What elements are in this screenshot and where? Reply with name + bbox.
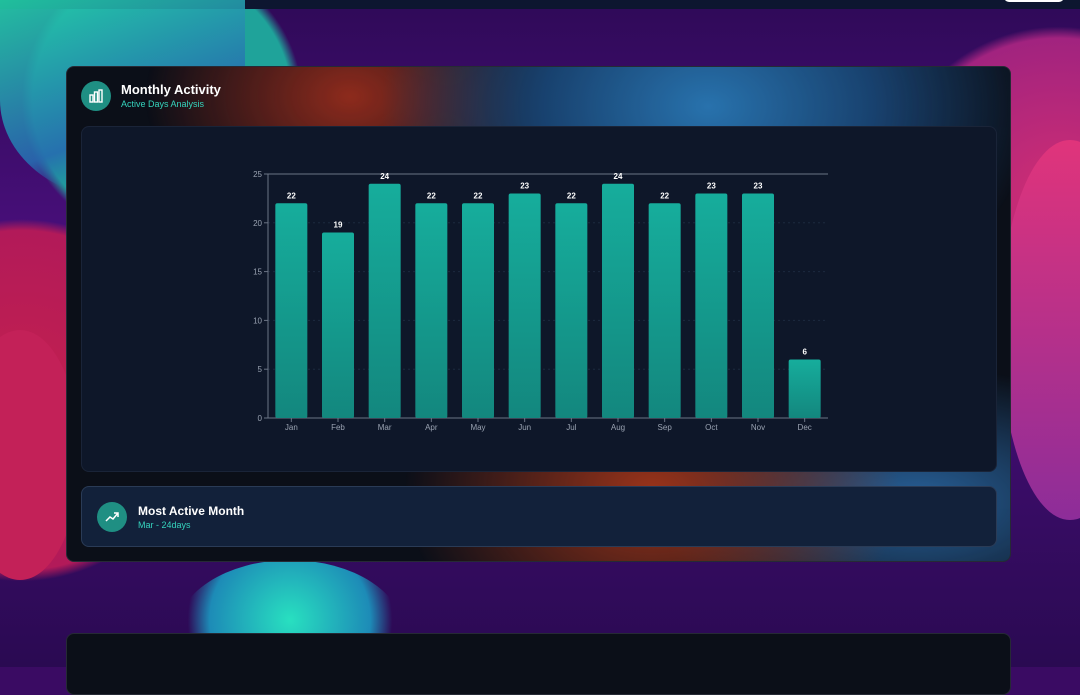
trending-up-icon (97, 501, 127, 532)
bar-nov (742, 193, 774, 418)
bar-apr (415, 203, 448, 418)
data-label: 22 (660, 191, 669, 200)
y-tick-label: 0 (258, 414, 263, 423)
x-tick-label: Apr (425, 423, 438, 432)
x-tick-label: Aug (611, 423, 625, 432)
x-tick-label: Mar (378, 423, 392, 432)
bar-jun (508, 193, 541, 418)
decor-blob (1000, 140, 1080, 520)
data-label: 22 (427, 191, 436, 200)
monthly-activity-card: Monthly Activity Active Days Analysis 0 5… (66, 66, 1011, 562)
x-tick-label: Jul (566, 423, 576, 432)
data-label: 23 (520, 182, 529, 191)
y-tick-label: 20 (253, 219, 262, 228)
x-tick-label: May (470, 423, 485, 432)
data-label: 22 (474, 191, 483, 200)
bar-sep (648, 203, 681, 418)
y-tick-label: 5 (258, 365, 263, 374)
bar-jan (275, 203, 308, 418)
data-label: 19 (334, 221, 343, 230)
y-tick-label: 15 (253, 268, 262, 277)
bar-chart-icon (81, 81, 111, 111)
monthly-activity-chart: 0 5 10 15 20 25 22 Jan 19 Feb 24 Mar 22 Apr 22 May 23 Jun… (253, 170, 828, 432)
x-tick-label: Oct (705, 423, 718, 432)
chart-panel: 0 5 10 15 20 25 22 Jan 19 Feb 24 Mar 22 Apr 22 May 23 Jun… (81, 126, 997, 472)
next-card (66, 633, 1011, 695)
most-active-month-panel: Most Active Month Mar - 24days (81, 486, 997, 547)
x-tick-label: Jun (518, 423, 531, 432)
x-tick-label: Feb (331, 423, 345, 432)
bar-oct (695, 193, 728, 418)
x-tick-label: Dec (798, 423, 812, 432)
top-right-control[interactable] (1004, 0, 1064, 2)
card-header: Monthly Activity Active Days Analysis (81, 81, 221, 111)
top-bar (0, 0, 1080, 9)
bar-dec (788, 359, 821, 418)
data-label: 22 (567, 191, 576, 200)
data-label: 24 (614, 172, 623, 181)
data-label: 23 (707, 182, 716, 191)
data-label: 23 (754, 182, 763, 191)
data-label: 22 (287, 191, 296, 200)
card-title: Monthly Activity (121, 82, 221, 97)
x-tick-label: Sep (658, 423, 673, 432)
summary-value: Mar - 24days (138, 519, 191, 530)
bar-may (462, 203, 494, 418)
data-label: 24 (380, 172, 389, 181)
bar-jul (555, 203, 588, 418)
y-tick-label: 25 (253, 170, 262, 179)
bar-mar (368, 183, 401, 418)
x-tick-label: Nov (751, 423, 765, 432)
data-label: 6 (802, 347, 807, 356)
bar-feb (322, 232, 354, 418)
y-tick-label: 10 (253, 316, 262, 325)
x-tick-label: Jan (285, 423, 298, 432)
card-subtitle: Active Days Analysis (121, 99, 205, 109)
bar-aug (602, 183, 634, 418)
summary-title: Most Active Month (138, 503, 245, 518)
